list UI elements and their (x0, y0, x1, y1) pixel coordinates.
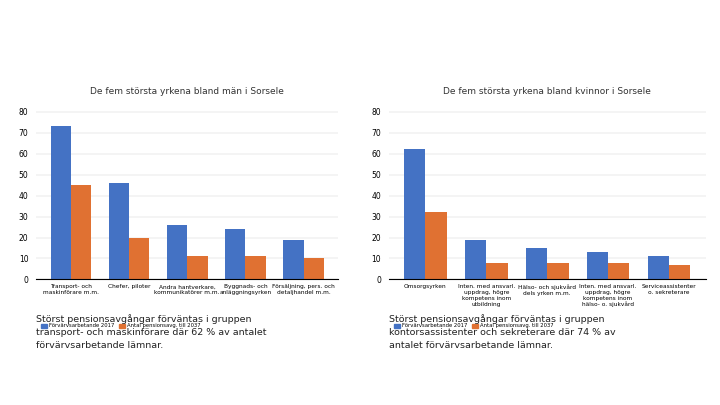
Bar (587, 252, 608, 279)
Bar (129, 237, 150, 279)
Bar (246, 256, 266, 279)
Bar (547, 263, 569, 279)
Legend: Förvärvsarbetande 2017, Antal pensionsavg. till 2037: Förvärvsarbetande 2017, Antal pensionsav… (392, 321, 556, 330)
Bar (465, 240, 486, 279)
Title: De fem största yrkena bland män i Sorsele: De fem största yrkena bland män i Sorsel… (90, 87, 284, 96)
Bar (187, 256, 207, 279)
Text: Störst pensionsavgångar förväntas i gruppen
kontorsassistenter och sekreterare d: Störst pensionsavgångar förväntas i grup… (389, 313, 616, 350)
Bar (50, 126, 71, 279)
Bar (109, 183, 129, 279)
Legend: Förvärvsarbetande 2017, Antal pensionsavg. till 2037: Förvärvsarbetande 2017, Antal pensionsav… (39, 321, 203, 330)
Bar (283, 240, 304, 279)
Bar (648, 256, 669, 279)
Bar (304, 258, 324, 279)
Bar (526, 248, 547, 279)
Text: fram till 2037 i Sorsele: fram till 2037 i Sorsele (11, 55, 199, 70)
Bar (608, 263, 629, 279)
Bar (167, 225, 187, 279)
Bar (486, 263, 508, 279)
Text: Störst pensionsavgångar förväntas i gruppen
transport- och maskinförare där 62 %: Störst pensionsavgångar förväntas i grup… (36, 313, 266, 350)
Bar (225, 229, 246, 279)
Bar (404, 149, 426, 279)
Bar (71, 185, 91, 279)
Text: 5 största yrkena (SSYK1) 2017 och pensionsavgångar i yrkena: 5 största yrkena (SSYK1) 2017 och pensio… (11, 19, 526, 36)
Bar (426, 212, 446, 279)
Title: De fem största yrkena bland kvinnor i Sorsele: De fem största yrkena bland kvinnor i So… (444, 87, 651, 96)
Bar (669, 265, 690, 279)
